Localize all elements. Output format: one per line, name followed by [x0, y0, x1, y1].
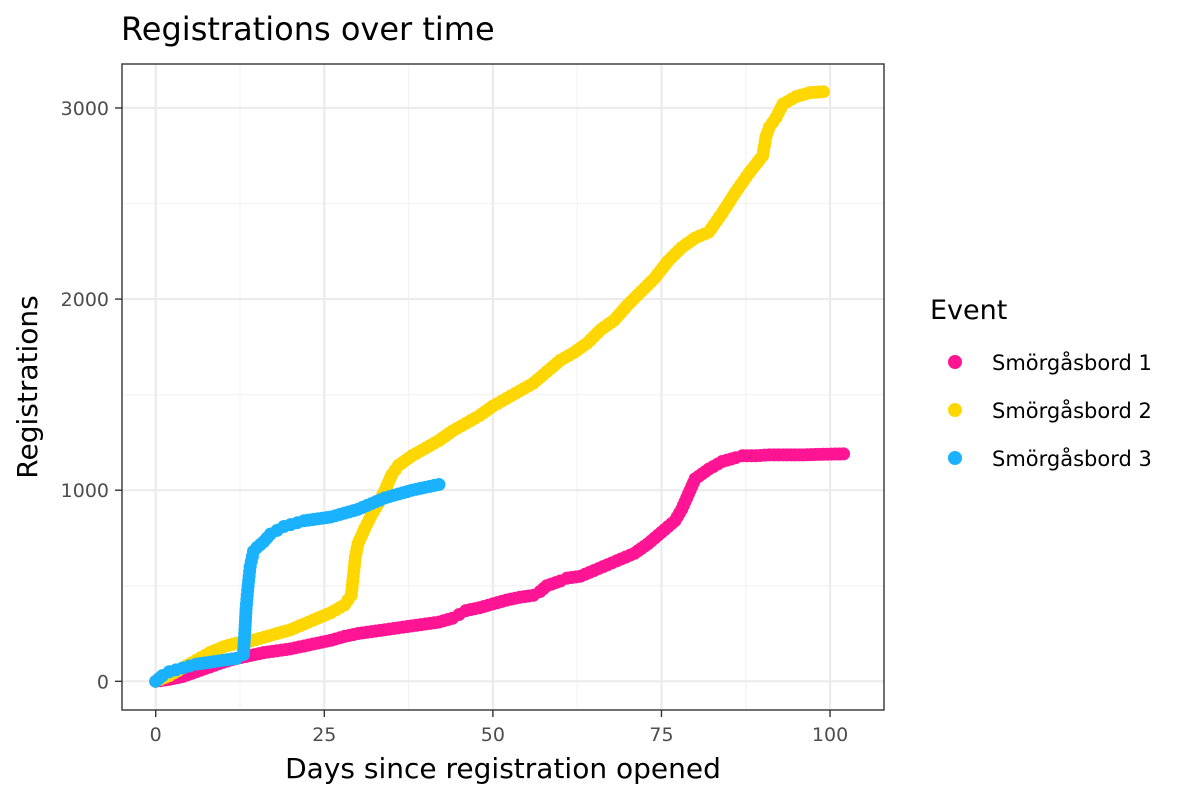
legend-key-smorgasbord-2: [948, 403, 962, 417]
x-tick-label: 75: [649, 724, 673, 746]
x-tick-label: 100: [812, 724, 848, 746]
legend: Event Smörgåsbord 1 Smörgåsbord 2 Smörgåsb…: [930, 295, 1152, 471]
data-point: [837, 447, 851, 461]
series-smorgasbord-3: [149, 477, 446, 688]
y-tick-label: 0: [97, 671, 109, 693]
legend-label-smorgasbord-3: Smörgåsbord 3: [992, 446, 1152, 471]
plot-panel: [121, 63, 885, 711]
data-point: [816, 85, 830, 99]
y-tick-label: 1000: [61, 480, 109, 502]
legend-key-smorgasbord-1: [948, 355, 962, 369]
y-tick-label: 2000: [61, 289, 109, 311]
series-smorgasbord-2: [149, 85, 830, 688]
x-tick-label: 0: [150, 724, 162, 746]
grid: [122, 64, 884, 710]
legend-title: Event: [930, 295, 1007, 326]
data-point: [432, 477, 446, 491]
x-tick-label: 50: [481, 724, 505, 746]
x-axis-title: Days since registration opened: [285, 752, 721, 785]
x-tick-label: 25: [312, 724, 336, 746]
legend-label-smorgasbord-2: Smörgåsbord 2: [992, 398, 1152, 423]
data-series: [149, 85, 851, 688]
y-tick-label: 3000: [61, 98, 109, 120]
y-axis-title: Registrations: [11, 295, 44, 478]
legend-label-smorgasbord-1: Smörgåsbord 1: [992, 350, 1152, 375]
chart-title: Registrations over time: [121, 10, 495, 48]
legend-key-smorgasbord-3: [948, 451, 962, 465]
